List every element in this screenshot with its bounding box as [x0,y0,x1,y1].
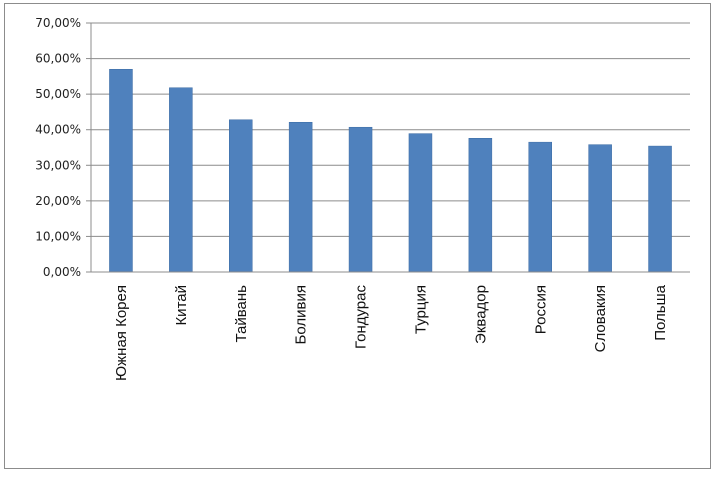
x-category-label: Южная Корея [113,285,130,381]
x-category-label: Словакия [592,285,609,352]
y-tick-label: 20,00% [35,194,81,208]
y-tick-label: 70,00% [35,16,81,30]
y-tick-label: 60,00% [35,52,81,66]
y-tick-label: 10,00% [35,229,81,243]
x-category-label: Боливия [293,285,310,344]
bar [408,133,433,273]
y-tick-label: 50,00% [35,87,81,101]
x-category-label: Турция [412,285,429,334]
y-tick-label: 40,00% [35,123,81,137]
y-axis-ticks: 0,00% 10,00% 20,00% 30,00% 40,00% 50,00% 60,00… [35,16,91,279]
bar [169,87,193,273]
bar [528,141,552,273]
bar [348,126,373,273]
y-tick-label: 30,00% [35,158,81,172]
bars [109,68,672,273]
bar [109,68,133,273]
x-category-label: Гондурас [353,285,370,350]
y-tick-label: 0,00% [43,265,81,279]
x-category-label: Эквадор [472,285,489,344]
x-category-label: Россия [532,285,549,334]
bar [468,138,493,273]
bar [588,144,612,273]
x-category-label: Польша [652,284,669,340]
x-category-label: Тайвань [233,285,250,343]
category-labels: Южная Корея Китай Тайвань Боливия Гондурас Ту… [113,284,669,381]
bar [648,145,672,273]
bar [229,119,253,273]
bar [288,121,313,273]
x-category-label: Китай [173,285,190,326]
